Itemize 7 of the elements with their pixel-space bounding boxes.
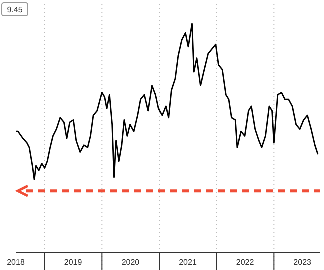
x-tick-label: 2020 xyxy=(122,258,140,267)
x-tick-label: 2018 xyxy=(7,258,26,267)
x-tick-label: 2023 xyxy=(294,258,312,267)
x-tick-label: 2019 xyxy=(64,258,83,267)
x-tick-label: 2022 xyxy=(236,258,255,267)
text: 9.45 xyxy=(7,6,24,14)
x-tick-label: 2021 xyxy=(179,258,198,267)
